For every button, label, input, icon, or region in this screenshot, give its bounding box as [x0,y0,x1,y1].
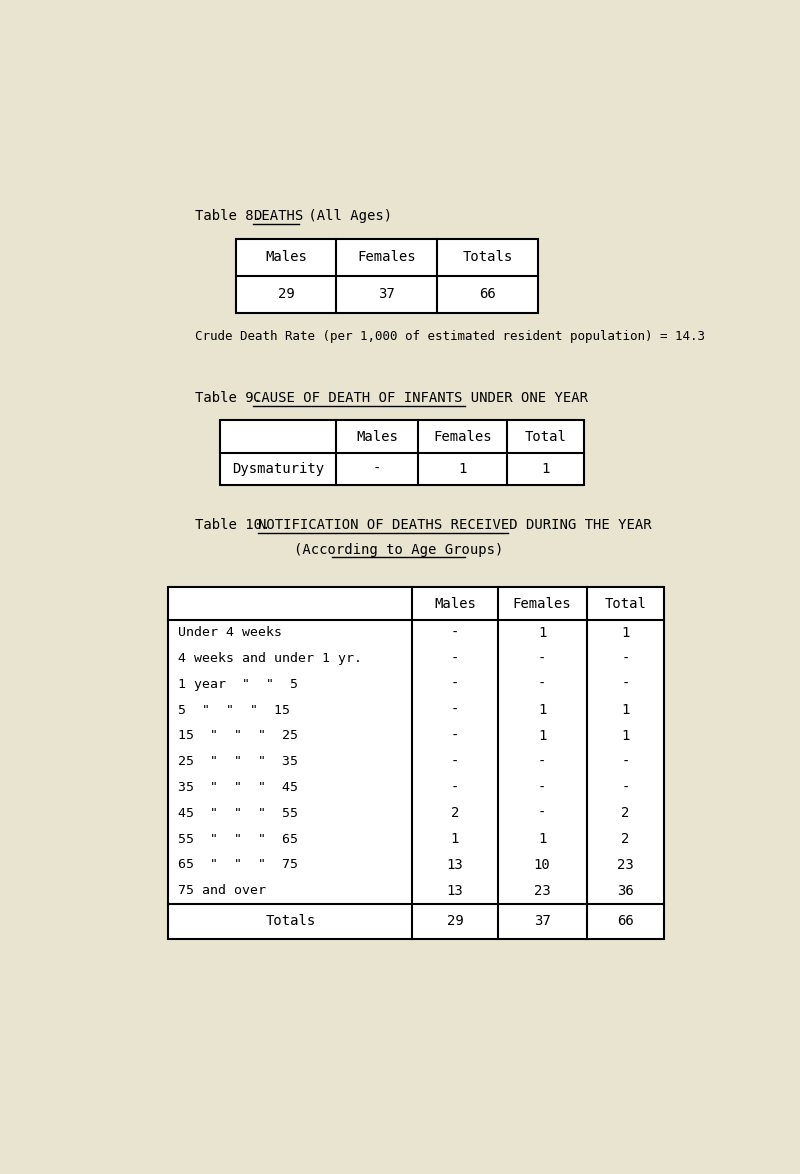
Text: 1: 1 [622,729,630,743]
Text: Totals: Totals [265,915,315,929]
Bar [168,587,664,939]
Text: -: - [450,755,459,769]
Text: -: - [450,652,459,666]
Text: 29: 29 [278,288,294,301]
Text: -: - [373,461,382,475]
Text: -: - [622,652,630,666]
Text: 1: 1 [622,703,630,717]
Text: -: - [622,755,630,769]
Text: 65  "  "  "  75: 65 " " " 75 [178,858,298,871]
Text: 1: 1 [622,626,630,640]
Text: Total: Total [525,430,566,444]
Text: 15  "  "  "  25: 15 " " " 25 [178,729,298,742]
Text: 1: 1 [538,832,546,846]
Text: Total: Total [605,596,646,610]
Text: 23: 23 [534,884,550,898]
Text: (According to Age Groups): (According to Age Groups) [294,542,503,556]
Text: -: - [622,781,630,795]
Text: 10: 10 [534,858,550,872]
Text: 66: 66 [479,288,496,301]
Text: 66: 66 [617,915,634,929]
Text: CAUSE OF DEATH OF INFANTS UNDER ONE YEAR: CAUSE OF DEATH OF INFANTS UNDER ONE YEAR [253,391,588,405]
Text: Table 10.: Table 10. [194,518,270,532]
Text: -: - [450,677,459,691]
Text: (All Ages): (All Ages) [300,209,392,223]
Text: Totals: Totals [462,250,513,264]
Text: 37: 37 [534,915,550,929]
Text: 1 year  "  "  5: 1 year " " 5 [178,677,298,690]
Text: DEATHS: DEATHS [253,209,303,223]
Text: 35  "  "  "  45: 35 " " " 45 [178,781,298,794]
Text: 13: 13 [446,884,463,898]
Text: Males: Males [356,430,398,444]
Text: Table 9.: Table 9. [194,391,262,405]
Text: -: - [538,781,546,795]
Text: 2: 2 [450,807,459,821]
Text: Crude Death Rate (per 1,000 of estimated resident population) = 14.3: Crude Death Rate (per 1,000 of estimated… [194,330,705,343]
Text: -: - [450,729,459,743]
Text: Females: Females [513,596,571,610]
Text: 1: 1 [538,703,546,717]
Text: -: - [538,755,546,769]
Text: 55  "  "  "  65: 55 " " " 65 [178,832,298,845]
Text: 2: 2 [622,832,630,846]
Text: 29: 29 [446,915,463,929]
Bar [220,420,584,485]
Text: 1: 1 [450,832,459,846]
Text: Males: Males [265,250,307,264]
Text: 1: 1 [542,461,550,475]
Text: -: - [538,677,546,691]
Text: -: - [450,781,459,795]
Text: 75 and over: 75 and over [178,884,266,897]
Text: Table 8.: Table 8. [194,209,262,223]
Text: 4 weeks and under 1 yr.: 4 weeks and under 1 yr. [178,652,362,664]
Text: -: - [450,626,459,640]
Text: 23: 23 [617,858,634,872]
Text: 37: 37 [378,288,395,301]
Text: 2: 2 [622,807,630,821]
Text: Under 4 weeks: Under 4 weeks [178,626,282,639]
Text: 45  "  "  "  55: 45 " " " 55 [178,807,298,819]
Text: 1: 1 [458,461,466,475]
Text: 1: 1 [538,626,546,640]
Text: Dysmaturity: Dysmaturity [232,461,324,475]
Text: 5  "  "  "  15: 5 " " " 15 [178,703,290,716]
Text: -: - [538,652,546,666]
Text: -: - [622,677,630,691]
Text: 36: 36 [617,884,634,898]
Text: Females: Females [433,430,492,444]
Text: Males: Males [434,596,476,610]
Text: -: - [450,703,459,717]
Bar [236,238,538,312]
Text: Females: Females [358,250,416,264]
Text: 25  "  "  "  35: 25 " " " 35 [178,755,298,768]
Text: 1: 1 [538,729,546,743]
Text: -: - [538,807,546,821]
Text: 13: 13 [446,858,463,872]
Text: NOTIFICATION OF DEATHS RECEIVED DURING THE YEAR: NOTIFICATION OF DEATHS RECEIVED DURING T… [258,518,652,532]
